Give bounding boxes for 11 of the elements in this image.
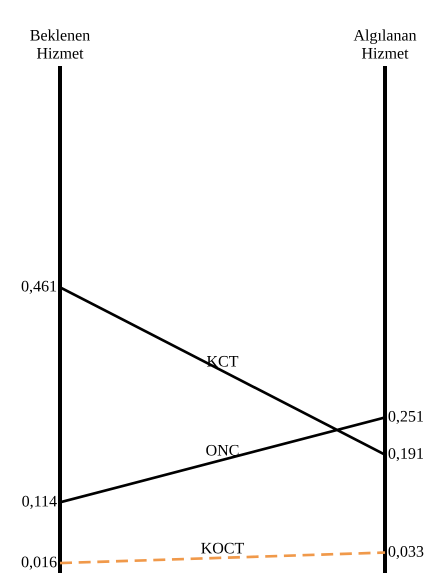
data-label: 0,114 [22,496,57,509]
series-label: KCT [206,356,238,367]
data-label: 0,033 [388,546,424,560]
series-label: ONC [206,444,238,456]
data-label: 0,461 [22,280,56,294]
data-label: 0,016 [22,556,57,570]
data-label: 0,251 [388,410,423,424]
data-label: 0,191 [388,448,423,462]
x-tick-label: Algılanan Hizmet [354,29,416,59]
x-tick-label: Beklenen Hizmet [30,29,90,59]
series-label: KOCT [201,542,244,554]
